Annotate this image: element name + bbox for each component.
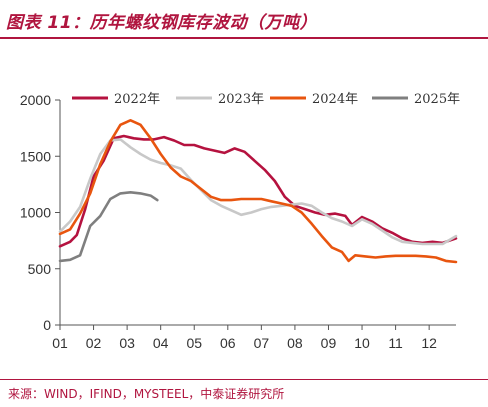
source-note: 来源：WIND，IFIND，MYSTEEL，中泰证券研究所 (8, 387, 285, 401)
series-line-2023 (58, 138, 458, 246)
x-tick-label: 04 (153, 335, 169, 351)
x-tick-label: 06 (220, 335, 236, 351)
x-tick-label: 09 (321, 335, 337, 351)
chart-legend: 2022年 2023年 2024年 2025年 (72, 92, 460, 107)
y-tick-label: 500 (28, 261, 52, 277)
x-tick-label: 01 (52, 335, 68, 351)
legend-label: 2025年 (414, 92, 460, 107)
x-tick-label: 02 (86, 335, 102, 351)
series-line-2022 (58, 134, 458, 248)
title-rule (0, 37, 488, 39)
x-tick-label: 08 (287, 335, 303, 351)
legend-label: 2024年 (312, 92, 358, 107)
series-line-2024 (58, 119, 458, 264)
x-tick-label: 12 (421, 335, 437, 351)
y-tick-label: 2000 (20, 92, 51, 108)
x-tick-label: 10 (354, 335, 370, 351)
y-tick-label: 1500 (20, 148, 51, 164)
series-line-2025 (58, 191, 159, 263)
y-tick-label: 1000 (20, 205, 51, 221)
legend-label: 2022年 (114, 92, 160, 107)
chart-axes: 0 500 1000 1500 2000 01 02 03 04 05 06 07 08 09 10 11 12 (20, 92, 456, 351)
chart-series (58, 119, 458, 264)
source-rule (0, 379, 488, 380)
x-tick-label: 05 (186, 335, 202, 351)
x-tick-label: 03 (119, 335, 135, 351)
y-tick-label: 0 (43, 317, 51, 333)
x-tick-label: 07 (254, 335, 270, 351)
legend-label: 2023年 (218, 92, 264, 107)
chart-title: 图表 11：历年螺纹钢库存波动（万吨） (6, 13, 318, 33)
x-tick-label: 11 (388, 335, 403, 351)
